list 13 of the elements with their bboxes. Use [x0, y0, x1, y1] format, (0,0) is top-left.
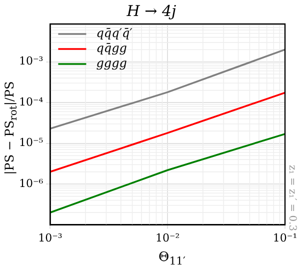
x-tick-label: 10⁻³ — [38, 231, 62, 244]
y-tick-label: 10⁻⁶ — [18, 176, 44, 190]
x-tick-label: 10⁻¹ — [272, 231, 298, 244]
legend-label: gggg — [96, 56, 128, 70]
legend-label: qq̄q′q̄′ — [96, 26, 133, 40]
y-tick-label: 10⁻⁴ — [18, 95, 44, 108]
x-tick-label: 10⁻² — [155, 231, 180, 244]
chart-title: H → 4j — [126, 2, 178, 20]
x-axis-title: Θ$_{11′}$ — [158, 250, 186, 268]
text: z₁ = z₁′ = 0.3 — [286, 164, 298, 232]
legend-label: qq̄gg — [96, 41, 128, 56]
y-tick-label: 10⁻³ — [18, 54, 44, 68]
y-tick-label: 10⁻⁵ — [18, 136, 44, 150]
